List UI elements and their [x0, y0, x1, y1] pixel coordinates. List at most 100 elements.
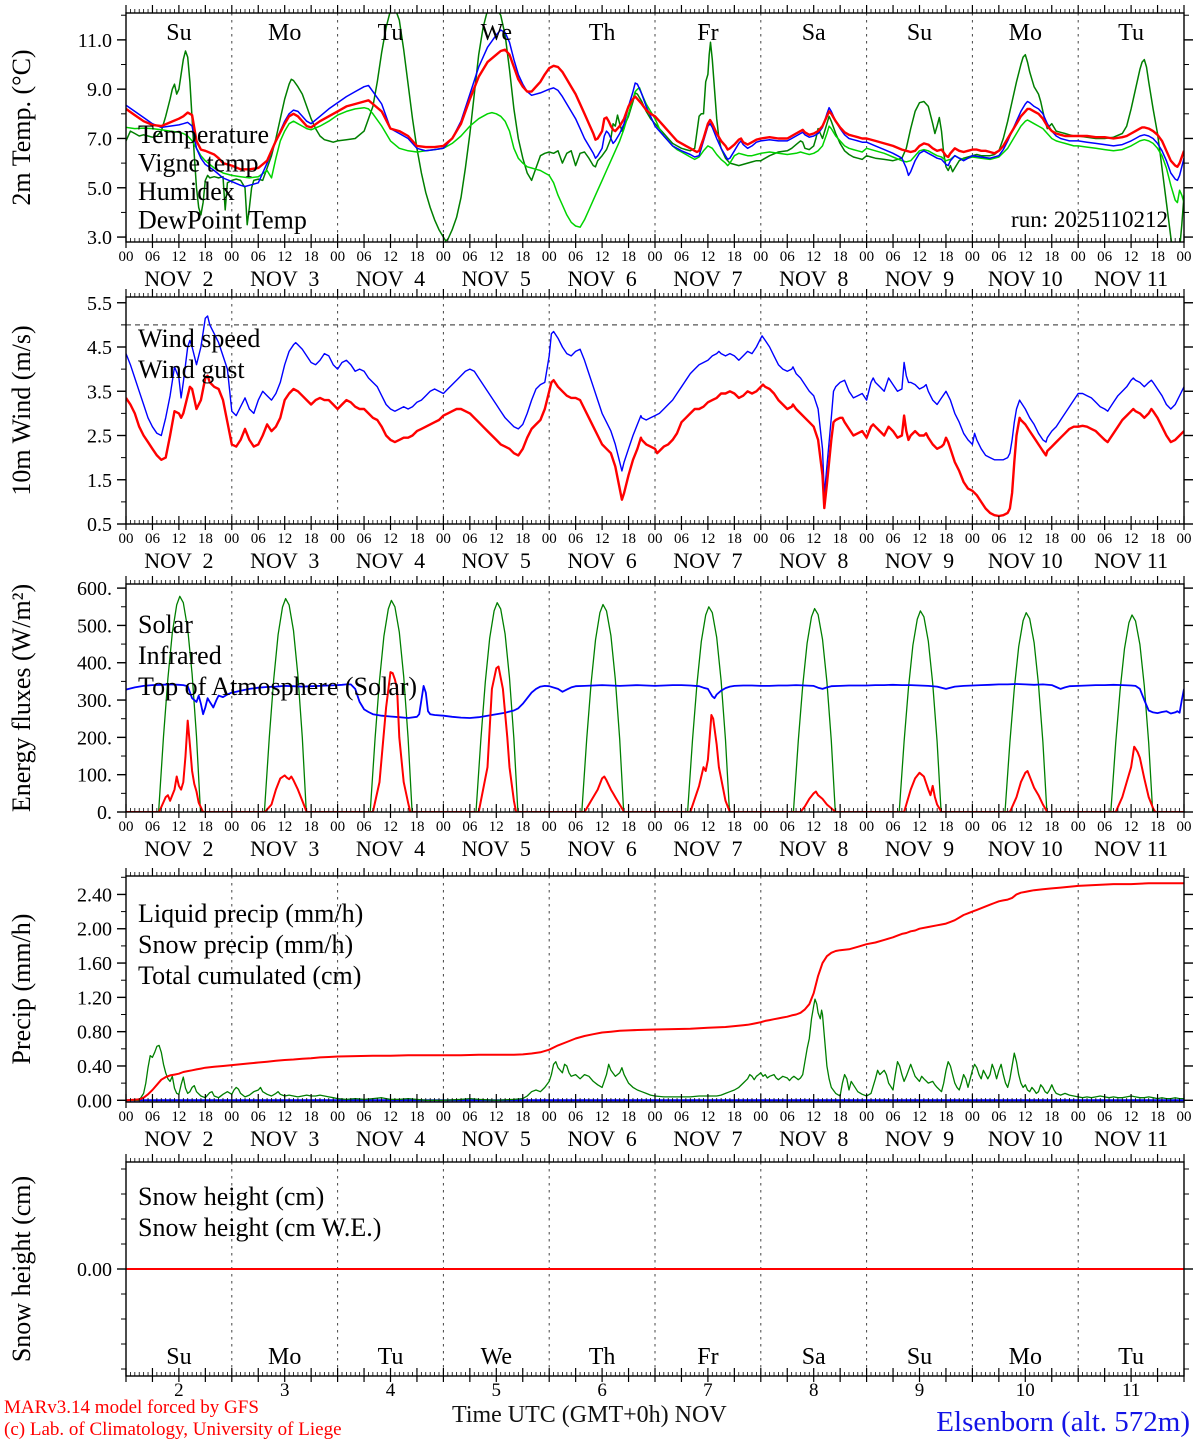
date-label: NOV 8 — [779, 836, 848, 861]
hour-label: 18 — [304, 1109, 319, 1125]
hour-label: 18 — [515, 1109, 530, 1125]
hour-label: 06 — [991, 531, 1007, 547]
date-label: NOV 7 — [673, 836, 742, 861]
date-label: NOV 5 — [462, 266, 531, 291]
hour-label: 06 — [145, 1109, 161, 1125]
date-label: NOV 6 — [567, 1126, 636, 1151]
y-tick-label: 400. — [77, 653, 112, 675]
hour-label: 12 — [1124, 249, 1139, 265]
hour-label: 18 — [515, 249, 530, 265]
hour-label: 12 — [912, 819, 927, 835]
hour-label: 18 — [833, 249, 848, 265]
day-name-label: We — [481, 1344, 512, 1370]
y-tick-label: 5.0 — [87, 178, 112, 200]
panel-temperature-2m: 3.0 5.0 7.0 9.0 11.0 00 06 12 18 00 06 12 18 00 06 12 18… — [7, 5, 1193, 291]
hour-label: 06 — [1097, 819, 1113, 835]
hour-label: 18 — [833, 819, 848, 835]
hour-label: 18 — [938, 249, 953, 265]
hour-label: 12 — [277, 1109, 292, 1125]
hour-label: 00 — [542, 531, 557, 547]
legend-total-cumulated-cm: Total cumulated (cm) — [138, 961, 361, 990]
date-label: NOV 2 — [144, 548, 213, 573]
hour-label: 12 — [277, 819, 292, 835]
hour-label: 18 — [727, 1109, 742, 1125]
hour-label: 12 — [489, 1109, 504, 1125]
date-label: NOV 4 — [356, 1126, 425, 1151]
series-wind-speed — [126, 374, 1184, 518]
panel-wind-10m: 0.5 1.5 2.5 3.5 4.5 5.5 00 06 12 18 00 06 12 18 00 06 12… — [7, 289, 1193, 573]
hour-label: 00 — [436, 1109, 451, 1125]
legend-infrared: Infrared — [138, 641, 222, 670]
date-number: 3 — [280, 1380, 290, 1401]
hour-label: 06 — [1097, 249, 1113, 265]
day-name-label: Su — [166, 1344, 191, 1370]
legend-snow-precip-mm-h: Snow precip (mm/h) — [138, 930, 353, 959]
y-tick-label: 0.40 — [77, 1056, 112, 1078]
hour-label: 12 — [912, 249, 927, 265]
legend-snow-height-cm-w-e: Snow height (cm W.E.) — [138, 1213, 381, 1242]
hour-label: 18 — [409, 531, 424, 547]
hour-label: 18 — [515, 819, 530, 835]
date-label: NOV 9 — [885, 1126, 954, 1151]
hour-label: 12 — [171, 1109, 186, 1125]
date-label: NOV 11 — [1094, 548, 1168, 573]
panel-precipitation: 0.00 0.40 0.80 1.20 1.60 2.00 2.40 00 06 12 18 00 06… — [7, 868, 1193, 1151]
hour-label: 00 — [436, 249, 451, 265]
y-tick-label: 4.5 — [87, 337, 112, 359]
date-label: NOV 11 — [1094, 836, 1168, 861]
date-number: 5 — [492, 1380, 502, 1401]
hour-label: 06 — [462, 819, 478, 835]
hour-label: 06 — [251, 1109, 267, 1125]
hour-label: 06 — [251, 249, 267, 265]
hour-label: 18 — [1150, 1109, 1165, 1125]
hour-label: 06 — [674, 1109, 690, 1125]
hour-label: 18 — [938, 1109, 953, 1125]
hour-label: 18 — [621, 819, 636, 835]
y-tick-label: 300. — [77, 690, 112, 712]
hour-label: 00 — [648, 531, 663, 547]
hour-label: 00 — [965, 249, 980, 265]
hour-label: 06 — [991, 1109, 1007, 1125]
legend-solar: Solar — [138, 610, 193, 639]
series-dewpoint-temp — [126, 87, 1184, 228]
date-label: NOV 2 — [144, 266, 213, 291]
date-label: NOV 11 — [1094, 1126, 1168, 1151]
legend-temperature: Temperature — [138, 120, 269, 149]
date-number: 2 — [174, 1380, 184, 1401]
hour-label: 12 — [1124, 819, 1139, 835]
day-name-label: Mo — [1009, 1344, 1042, 1370]
hour-label: 06 — [462, 249, 478, 265]
date-label: NOV 3 — [250, 1126, 319, 1151]
hour-label: 06 — [251, 531, 267, 547]
hour-label: 12 — [912, 531, 927, 547]
y-tick-label: 0.80 — [77, 1022, 112, 1044]
hour-label: 12 — [1018, 249, 1033, 265]
time-axis-label: Time UTC (GMT+0h) NOV — [452, 1402, 727, 1428]
series-top-of-atmosphere-solar — [126, 595, 1184, 812]
hour-label: 00 — [330, 819, 345, 835]
hour-label: 00 — [1177, 1109, 1192, 1125]
legend-snow-height-cm: Snow height (cm) — [138, 1182, 324, 1211]
hour-label: 12 — [383, 1109, 398, 1125]
y-axis-title: 2m Temp. (°C) — [7, 49, 36, 205]
hour-label: 18 — [198, 531, 213, 547]
legend-liquid-precip-mm-h: Liquid precip (mm/h) — [138, 899, 363, 928]
legend-wind-gust: Wind gust — [138, 355, 245, 384]
y-tick-label: 9.0 — [87, 79, 112, 101]
hour-label: 12 — [1018, 1109, 1033, 1125]
y-axis-title: Snow height (cm) — [7, 1176, 36, 1362]
date-label: NOV 5 — [462, 548, 531, 573]
day-name-label: Th — [589, 1344, 616, 1370]
hour-label: 12 — [700, 531, 715, 547]
date-number: 7 — [703, 1380, 713, 1401]
hour-label: 00 — [330, 249, 345, 265]
hour-label: 06 — [357, 531, 373, 547]
date-label: NOV 9 — [885, 266, 954, 291]
day-name-label: Su — [907, 1344, 932, 1370]
date-label: NOV 3 — [250, 266, 319, 291]
hour-label: 00 — [224, 531, 239, 547]
hour-label: 06 — [145, 531, 161, 547]
hour-label: 18 — [409, 249, 424, 265]
hour-label: 00 — [753, 249, 768, 265]
hour-label: 06 — [991, 819, 1007, 835]
